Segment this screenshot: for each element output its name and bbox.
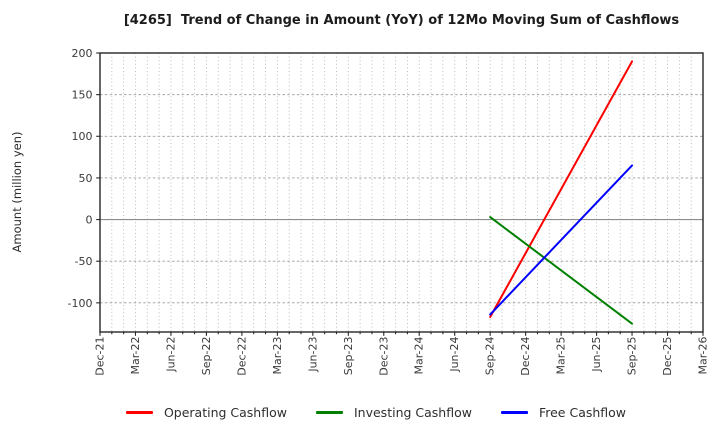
x-tick-label: Dec-24 [519, 337, 532, 376]
x-tick-label: Dec-25 [661, 337, 674, 376]
series-line-operating-cashflow [489, 60, 634, 319]
y-tick-label: 150 [72, 89, 93, 102]
chart-title: [4265] Trend of Change in Amount (YoY) o… [123, 13, 680, 28]
x-tick-label: Mar-26 [697, 337, 710, 375]
y-tick-label: 50 [79, 172, 93, 185]
legend-label: Investing Cashflow [353, 405, 472, 420]
plot-frame [99, 52, 704, 333]
y-tick-label: 200 [72, 47, 93, 60]
x-tick-label: Dec-23 [377, 337, 390, 376]
x-tick-label: Jun-23 [306, 337, 319, 373]
x-tick-label: Jun-25 [590, 337, 603, 373]
x-tick-label: Dec-21 [94, 337, 107, 376]
x-tick-label: Dec-22 [235, 337, 248, 376]
x-tick-label: Sep-23 [342, 337, 355, 376]
legend: Operating Cashflow Investing Cashflow Free… [0, 405, 720, 420]
y-tick-label: -100 [68, 297, 93, 310]
legend-swatch [500, 411, 528, 414]
y-tick-label: 100 [72, 130, 93, 143]
x-tick-label: Jun-24 [448, 337, 461, 373]
legend-swatch [315, 411, 343, 414]
legend-item-operating-cashflow: Operating Cashflow [125, 405, 287, 420]
y-tick-label: 0 [86, 213, 93, 226]
series-line-free-cashflow [489, 164, 634, 316]
x-tick-label: Mar-25 [555, 337, 568, 375]
x-tick-label: Mar-23 [271, 337, 284, 375]
y-tick-label: -50 [75, 255, 93, 268]
x-tick-label: Sep-22 [200, 337, 213, 376]
x-tick-label: Jun-22 [164, 337, 177, 373]
x-tick-label: Mar-22 [129, 337, 142, 375]
series-line-investing-cashflow [489, 216, 634, 325]
legend-label: Free Cashflow [538, 405, 627, 420]
x-tick-label: Sep-25 [626, 337, 639, 376]
x-tick-label: Mar-24 [413, 337, 426, 375]
legend-swatch [125, 411, 153, 414]
x-tick-label: Sep-24 [484, 337, 497, 376]
legend-item-investing-cashflow: Investing Cashflow [315, 405, 472, 420]
legend-item-free-cashflow: Free Cashflow [500, 405, 627, 420]
legend-label: Operating Cashflow [163, 405, 287, 420]
